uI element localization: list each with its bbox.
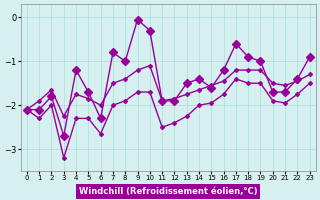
X-axis label: Windchill (Refroidissement éolien,°C): Windchill (Refroidissement éolien,°C) (79, 187, 258, 196)
